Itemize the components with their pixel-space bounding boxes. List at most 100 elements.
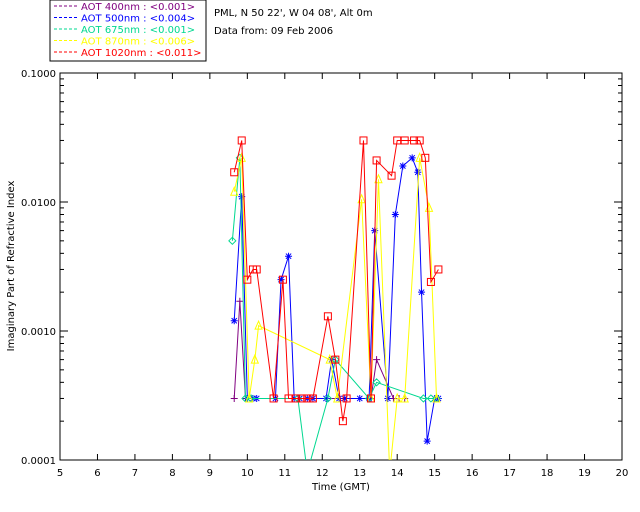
data-point [228,236,237,246]
legend-entry: AOT 870nm : <0.006> [81,37,195,48]
data-point [238,193,246,201]
data-point [387,171,396,180]
data-point [331,355,340,364]
data-point [373,356,381,364]
data-point [230,394,238,402]
data-point [415,136,424,145]
data-point [254,319,263,330]
y-tick-label: 0.0001 [21,456,56,467]
data-point [384,394,392,402]
plot-frame [59,72,623,461]
series-line [233,157,438,460]
data-point [292,394,301,403]
x-tick-label: 9 [207,468,213,479]
data-point [426,394,436,403]
data-point [278,275,287,284]
x-tick-label: 15 [428,468,441,479]
data-point [338,417,347,426]
data-point [341,394,349,402]
data-point [400,392,409,403]
x-tick-label: 20 [616,468,629,479]
data-point [423,437,431,445]
y-axis-label: Imaginary Part of Refractive Index [6,181,17,352]
legend-entry: AOT 675nm : <0.001> [81,25,195,36]
x-tick-label: 12 [316,468,329,479]
data-point [229,186,239,196]
series-diamond [228,153,441,476]
data-point [419,394,428,403]
x-tick-label: 7 [132,468,138,479]
data-point [356,394,364,402]
data-point [250,353,260,364]
data-point [374,173,383,184]
data-point [323,312,332,321]
data-point [237,152,246,162]
site-info: PML, N 50 22', W 04 08', Alt 0m [214,8,373,19]
date-info: Data from: 09 Feb 2006 [214,26,333,37]
data-point [297,394,306,403]
data-point [237,136,246,145]
series-square [230,136,443,426]
x-tick-label: 10 [241,468,254,479]
data-point [332,392,342,403]
data-point [323,394,333,403]
data-point [236,297,244,305]
data-point [408,154,416,162]
series-asterisk [230,154,442,445]
x-axis-label: Time (GMT) [311,482,370,493]
data-point [285,252,293,260]
data-point [432,392,441,403]
axis-ticks [59,72,623,461]
data-point [277,276,285,284]
x-tick-label: 18 [541,468,554,479]
tick-labels: 5 6 7 8 9 10 11 12 13 14 15 16 17 18 19 20 0.0001 0.0010 0… [21,69,628,479]
data-point [392,392,402,403]
data-point [322,394,330,402]
data-point [426,277,435,286]
x-tick-label: 16 [466,468,479,479]
data-point [252,265,261,274]
data-point [414,168,422,176]
data-point [366,394,375,403]
legend-entry: AOT 500nm : <0.004> [81,14,195,25]
data-point [372,156,381,165]
x-tick-label: 5 [57,468,63,479]
x-tick-label: 17 [503,468,516,479]
data-point [372,378,381,387]
data-point [230,168,239,177]
data-point [418,288,426,296]
series-triangle [229,152,441,460]
x-tick-label: 11 [278,468,291,479]
data-point [304,469,311,476]
data-point [434,265,443,274]
y-tick-label: 0.1000 [21,69,56,80]
y-tick-label: 0.0010 [21,327,56,338]
data-point [342,394,351,403]
x-tick-label: 19 [578,468,591,479]
legend-entry: AOT 1020nm : <0.011> [81,48,201,59]
data-point [359,136,368,145]
x-tick-label: 14 [391,468,404,479]
series-layer [228,136,443,476]
x-tick-label: 13 [353,468,366,479]
data-point [400,136,409,145]
data-point [399,162,407,170]
data-point [230,317,238,325]
legend-box [49,0,207,62]
data-point [269,394,278,403]
data-point [391,211,399,219]
x-tick-label: 8 [169,468,175,479]
data-point [421,153,430,162]
data-point [243,275,252,284]
y-tick-label: 0.0100 [21,198,56,209]
legend: AOT 400nm : <0.001>AOT 500nm : <0.004>AO… [49,0,207,62]
series-line [231,157,437,460]
data-point [308,394,317,403]
data-point [303,394,312,403]
legend-entry: AOT 400nm : <0.001> [81,2,195,13]
data-point [244,392,254,403]
series-line [233,139,439,422]
x-tick-label: 6 [94,468,100,479]
data-point [410,136,419,145]
